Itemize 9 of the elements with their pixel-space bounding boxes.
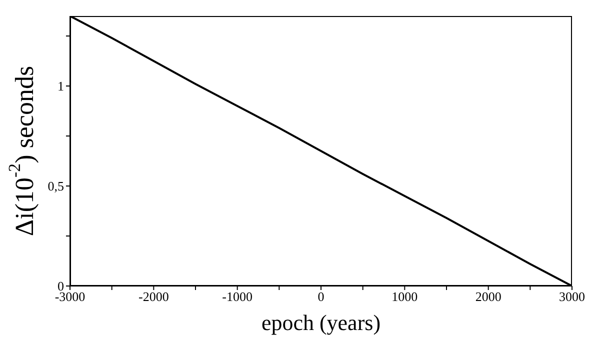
x-tick-label: 3000: [559, 289, 585, 304]
x-tick-label: -1000: [222, 289, 253, 304]
x-tick-label: 2000: [475, 289, 502, 304]
x-tick-label: -2000: [138, 289, 169, 304]
x-tick-label: 0: [318, 289, 324, 304]
y-tick-label: 0,5: [48, 178, 64, 194]
y-tick-label: 1: [58, 78, 64, 94]
x-tick-label: 1000: [392, 289, 418, 304]
x-axis-title: epoch (years): [261, 310, 381, 335]
